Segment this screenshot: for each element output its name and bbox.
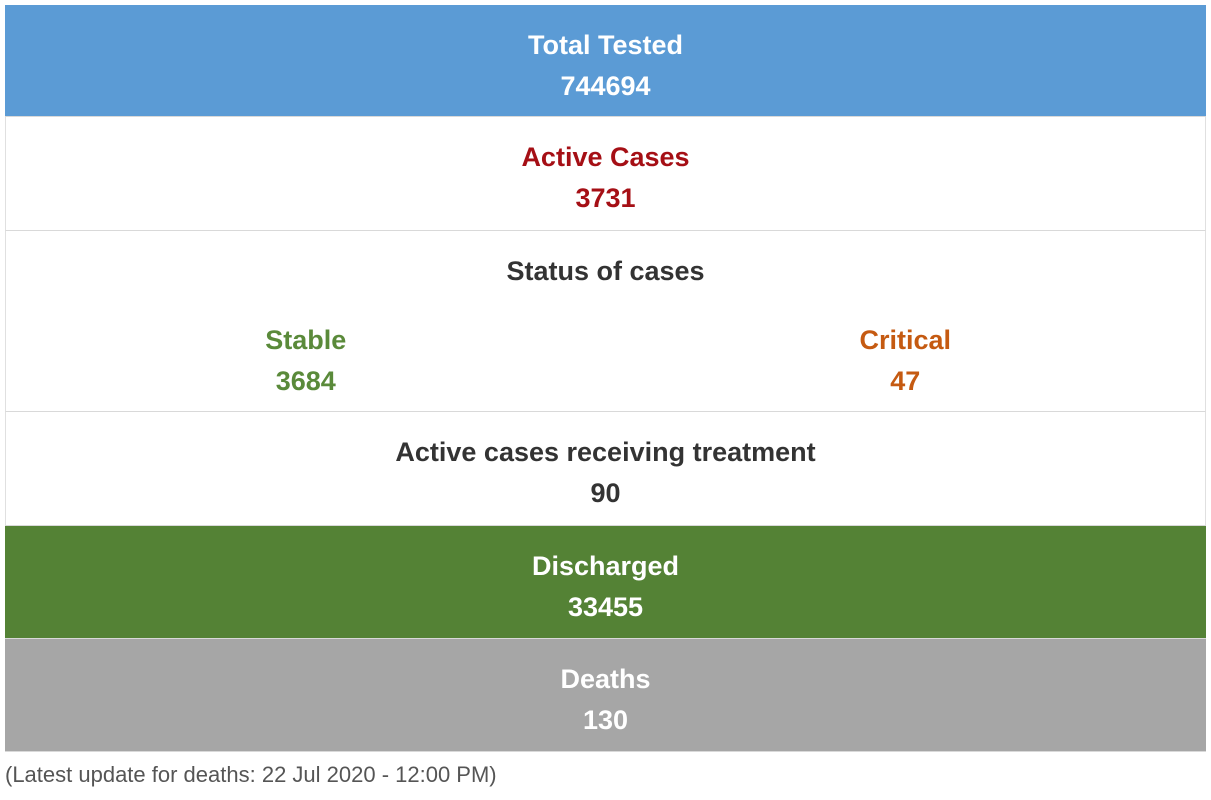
status-of-cases-row: Status of cases Stable 3684 Critical 47 (5, 231, 1206, 412)
critical-value: 47 (890, 366, 921, 396)
stable-value: 3684 (275, 366, 336, 396)
treatment-value: 90 (590, 478, 621, 508)
treatment-row: Active cases receiving treatment 90 (5, 412, 1206, 526)
status-title: Status of cases (506, 256, 705, 286)
covid-stats-table: Total Tested 744694 Active Cases 3731 St… (5, 5, 1206, 752)
total-tested-label: Total Tested (527, 30, 683, 60)
total-tested-row: Total Tested 744694 (5, 5, 1206, 117)
deaths-row: Deaths 130 (5, 639, 1206, 752)
critical-column: Critical 47 (606, 320, 1206, 402)
status-columns: Stable 3684 Critical 47 (6, 320, 1205, 402)
discharged-row: Discharged 33455 (5, 526, 1206, 639)
treatment-label: Active cases receiving treatment (395, 437, 816, 467)
stable-label: Stable (265, 325, 347, 355)
active-cases-label: Active Cases (521, 142, 690, 172)
deaths-label: Deaths (560, 664, 651, 694)
discharged-label: Discharged (531, 551, 680, 581)
stable-column: Stable 3684 (6, 320, 606, 402)
critical-label: Critical (859, 325, 952, 355)
discharged-value: 33455 (567, 592, 644, 622)
active-cases-value: 3731 (575, 183, 636, 213)
deaths-update-footnote: (Latest update for deaths: 22 Jul 2020 -… (5, 762, 497, 787)
active-cases-row: Active Cases 3731 (5, 117, 1206, 231)
total-tested-value: 744694 (560, 71, 651, 101)
deaths-value: 130 (582, 705, 629, 735)
